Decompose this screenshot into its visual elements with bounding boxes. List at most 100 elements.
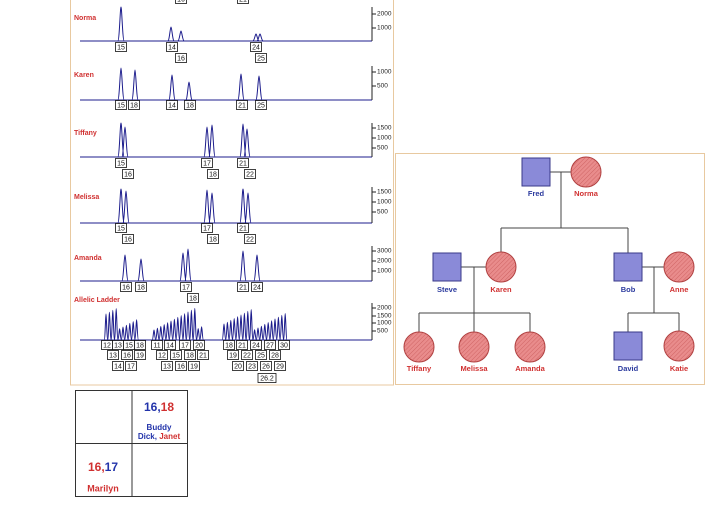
peak xyxy=(121,126,129,158)
peak xyxy=(265,322,271,341)
allele-box xyxy=(175,0,187,4)
allele-box xyxy=(128,100,140,110)
allele-box xyxy=(260,361,272,371)
allele-box xyxy=(164,340,176,350)
peak xyxy=(137,258,145,282)
allele-label: 17 xyxy=(203,160,211,167)
scale-label: 1500 xyxy=(377,313,392,320)
peak xyxy=(208,124,216,158)
scale-label: 1500 xyxy=(377,189,392,196)
allele-box xyxy=(246,361,258,371)
peak xyxy=(185,311,191,341)
allele-label: 16 xyxy=(124,171,132,178)
allele-box xyxy=(166,42,178,52)
female-symbol xyxy=(663,251,695,283)
allele-label: 12 xyxy=(103,342,111,349)
female-symbol xyxy=(570,156,602,188)
allele-label: 19 xyxy=(136,352,144,359)
allele-label: 26.2 xyxy=(260,375,274,382)
peak xyxy=(158,325,164,341)
allele-label: 20 xyxy=(234,363,242,370)
allele-box xyxy=(156,350,168,360)
peak xyxy=(238,314,244,341)
peak xyxy=(110,309,116,341)
allele-label: 24 xyxy=(252,342,260,349)
allele-box xyxy=(278,340,290,350)
allele-label: 17 xyxy=(127,363,135,370)
allele-box xyxy=(236,100,248,110)
genotype-line: 16,18 xyxy=(144,400,174,414)
allele-label: 17 xyxy=(182,284,190,291)
sample-name: Allelic Ladder xyxy=(74,297,120,304)
scale-label: 1000 xyxy=(377,69,392,76)
allele-label: 14 xyxy=(114,363,122,370)
allele-box xyxy=(115,100,127,110)
allele-box xyxy=(250,42,262,52)
allele-label: 14 xyxy=(168,102,176,109)
allele-box xyxy=(193,340,205,350)
allele-label: 21 xyxy=(239,0,247,3)
allele-label: 13 xyxy=(109,352,117,359)
peak xyxy=(203,189,211,224)
scale-label: 1000 xyxy=(377,268,392,275)
allele-label: 21 xyxy=(238,102,246,109)
peak xyxy=(178,315,184,341)
allele-box xyxy=(134,340,146,350)
allele-label: 18 xyxy=(209,236,217,243)
allele-label: 17 xyxy=(203,225,211,232)
genotype-line: 16,17 xyxy=(88,460,118,474)
allele-box xyxy=(269,350,281,360)
allele-box xyxy=(250,340,262,350)
allele-label: 25 xyxy=(257,102,265,109)
allele-box xyxy=(166,100,178,110)
peak xyxy=(269,320,274,341)
allele-label: 15 xyxy=(117,160,125,167)
parent-name: Dick xyxy=(138,432,155,441)
allele-box xyxy=(107,350,119,360)
peak xyxy=(168,74,176,101)
parent-name: Janet xyxy=(159,432,180,441)
allele-box xyxy=(134,350,146,360)
sample-name: Karen xyxy=(74,72,94,79)
child-name: Buddy xyxy=(147,423,172,432)
profile-frame xyxy=(70,0,394,386)
allele-box xyxy=(207,234,219,244)
peak xyxy=(103,313,109,341)
allele-label: 16 xyxy=(123,352,131,359)
peak xyxy=(252,329,257,341)
scale-label: 1000 xyxy=(377,199,392,206)
allele-label: 11 xyxy=(153,342,160,349)
allele-label: 21 xyxy=(199,352,207,359)
peak xyxy=(245,310,251,341)
genotype: , xyxy=(101,460,104,474)
member-name: Steve xyxy=(437,285,457,294)
allele-label: 18 xyxy=(130,102,138,109)
allele-label: 20 xyxy=(195,342,203,349)
member-name: Tiffany xyxy=(407,364,432,373)
allele-label: 15 xyxy=(117,225,125,232)
peak xyxy=(279,314,285,341)
allele-label: 17 xyxy=(181,342,189,349)
peak xyxy=(168,320,174,341)
allele-box xyxy=(201,158,213,168)
allele-box xyxy=(251,282,263,292)
member-name: Karen xyxy=(490,285,512,294)
peak xyxy=(117,328,122,341)
allele-box xyxy=(115,42,127,52)
peak xyxy=(228,319,234,341)
allele-label: 29 xyxy=(276,363,284,370)
scale-label: 2000 xyxy=(377,258,392,265)
peak xyxy=(239,250,247,282)
scale-label: 1500 xyxy=(377,125,392,132)
peak xyxy=(117,67,125,101)
scale-label: 500 xyxy=(377,83,388,90)
female-symbol xyxy=(403,331,435,363)
peak xyxy=(235,316,240,341)
peak xyxy=(167,26,175,42)
child-name: Marilyn xyxy=(87,483,119,493)
member-name: Bob xyxy=(621,285,636,294)
genotype: 17 xyxy=(105,460,119,474)
peak xyxy=(256,33,264,42)
allele-box xyxy=(236,340,248,350)
allele-label: 24 xyxy=(253,284,261,291)
